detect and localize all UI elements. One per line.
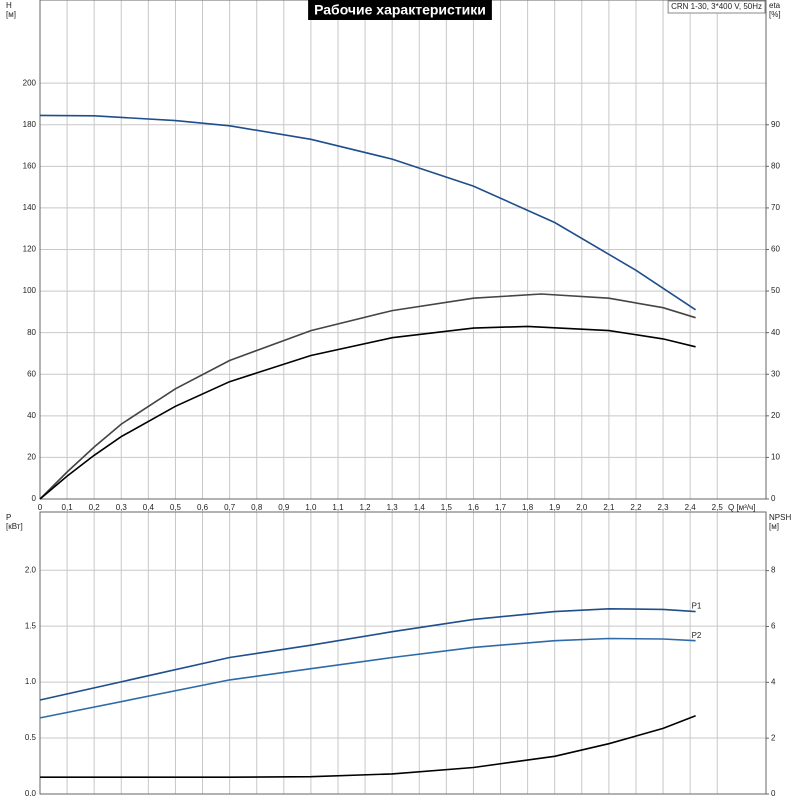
y2-axis-label: NPSH bbox=[769, 513, 791, 522]
y-tick-label: 0 bbox=[32, 494, 37, 503]
y2-tick-label: 2 bbox=[771, 733, 776, 742]
curve-label: P1 bbox=[692, 602, 702, 611]
y-tick-label: 0.0 bbox=[25, 789, 37, 798]
y2-tick-label: 50 bbox=[771, 286, 780, 295]
x-tick-label: 1,4 bbox=[414, 503, 426, 512]
y-tick-label: 180 bbox=[23, 120, 37, 129]
x-tick-label: 0,8 bbox=[251, 503, 263, 512]
y-tick-label: 40 bbox=[27, 411, 36, 420]
x-tick-label: 0,4 bbox=[143, 503, 155, 512]
y-tick-label: 0.5 bbox=[25, 733, 37, 742]
y-axis-label: P bbox=[6, 513, 11, 522]
x-tick-label: 1,8 bbox=[522, 503, 534, 512]
chart-title: Рабочие характеристики bbox=[314, 2, 486, 18]
y-tick-label: 140 bbox=[23, 203, 37, 212]
y-axis-unit: [м] bbox=[6, 10, 16, 19]
curve bbox=[39, 325, 696, 500]
y2-tick-label: 60 bbox=[771, 245, 780, 254]
x-tick-label: 0 bbox=[38, 503, 43, 512]
title-box bbox=[308, 0, 492, 20]
y-tick-label: 1.0 bbox=[25, 677, 37, 686]
curve bbox=[39, 637, 696, 719]
curve-label: P2 bbox=[692, 631, 702, 640]
y2-axis-label: eta bbox=[769, 1, 781, 10]
y-tick-label: 120 bbox=[23, 245, 37, 254]
y-tick-label: 100 bbox=[23, 286, 37, 295]
y2-tick-label: 4 bbox=[771, 677, 776, 686]
x-tick-label: 1,0 bbox=[305, 503, 317, 512]
x-tick-label: 2,2 bbox=[630, 503, 642, 512]
curve bbox=[39, 293, 696, 500]
x-tick-label: 2,0 bbox=[576, 503, 588, 512]
x-tick-label: 1,6 bbox=[468, 503, 480, 512]
y2-tick-label: 20 bbox=[771, 411, 780, 420]
y-tick-label: 2.0 bbox=[25, 565, 37, 574]
y-tick-label: 80 bbox=[27, 328, 36, 337]
model-box bbox=[667, 0, 766, 14]
x-tick-label: 0,9 bbox=[278, 503, 290, 512]
x-tick-label: 2,1 bbox=[603, 503, 615, 512]
x-tick-label: 0,5 bbox=[170, 503, 182, 512]
y2-tick-label: 70 bbox=[771, 203, 780, 212]
x-tick-label: 1,3 bbox=[387, 503, 399, 512]
x-tick-label: 2,3 bbox=[657, 503, 669, 512]
plot-frame bbox=[39, 0, 767, 500]
curve bbox=[40, 715, 696, 778]
x-tick-label: 1,9 bbox=[549, 503, 561, 512]
curve bbox=[39, 114, 697, 311]
y2-tick-label: 0 bbox=[771, 494, 776, 503]
x-tick-label: 1,5 bbox=[441, 503, 453, 512]
y-axis-label: H bbox=[6, 1, 12, 10]
y2-tick-label: 6 bbox=[771, 622, 776, 631]
y2-tick-label: 8 bbox=[771, 566, 776, 575]
y2-tick-label: 10 bbox=[771, 453, 780, 462]
x-tick-label: 1,7 bbox=[495, 503, 507, 512]
y2-tick-label: 90 bbox=[771, 120, 780, 129]
x-tick-label: 0,7 bbox=[224, 503, 236, 512]
x-tick-label: 0,2 bbox=[89, 503, 101, 512]
plot-frame bbox=[39, 511, 767, 795]
y2-tick-label: 0 bbox=[771, 789, 776, 798]
y2-tick-label: 40 bbox=[771, 328, 780, 337]
x-tick-label: 0,3 bbox=[116, 503, 128, 512]
y2-axis-unit: [м] bbox=[769, 522, 779, 531]
x-tick-label: 0,1 bbox=[62, 503, 74, 512]
model-label: CRN 1-30, 3*400 V, 50Hz bbox=[671, 2, 762, 11]
y-tick-label: 1.5 bbox=[25, 621, 37, 630]
y-tick-label: 60 bbox=[27, 369, 36, 378]
y2-tick-label: 80 bbox=[771, 161, 780, 170]
y-axis-unit: [кВт] bbox=[6, 522, 23, 531]
x-tick-label: 1,2 bbox=[360, 503, 372, 512]
y-tick-label: 160 bbox=[23, 161, 37, 170]
x-tick-label: 0,6 bbox=[197, 503, 209, 512]
x-axis-label: Q [м³/ч] bbox=[728, 503, 755, 512]
y-tick-label: 200 bbox=[23, 78, 37, 87]
y2-axis-unit: [%] bbox=[769, 10, 781, 19]
x-tick-label: 2,5 bbox=[712, 503, 724, 512]
y2-tick-label: 30 bbox=[771, 369, 780, 378]
y-tick-label: 20 bbox=[27, 453, 36, 462]
x-tick-label: 2,4 bbox=[685, 503, 697, 512]
curve bbox=[39, 607, 696, 701]
x-tick-label: 1,1 bbox=[332, 503, 344, 512]
